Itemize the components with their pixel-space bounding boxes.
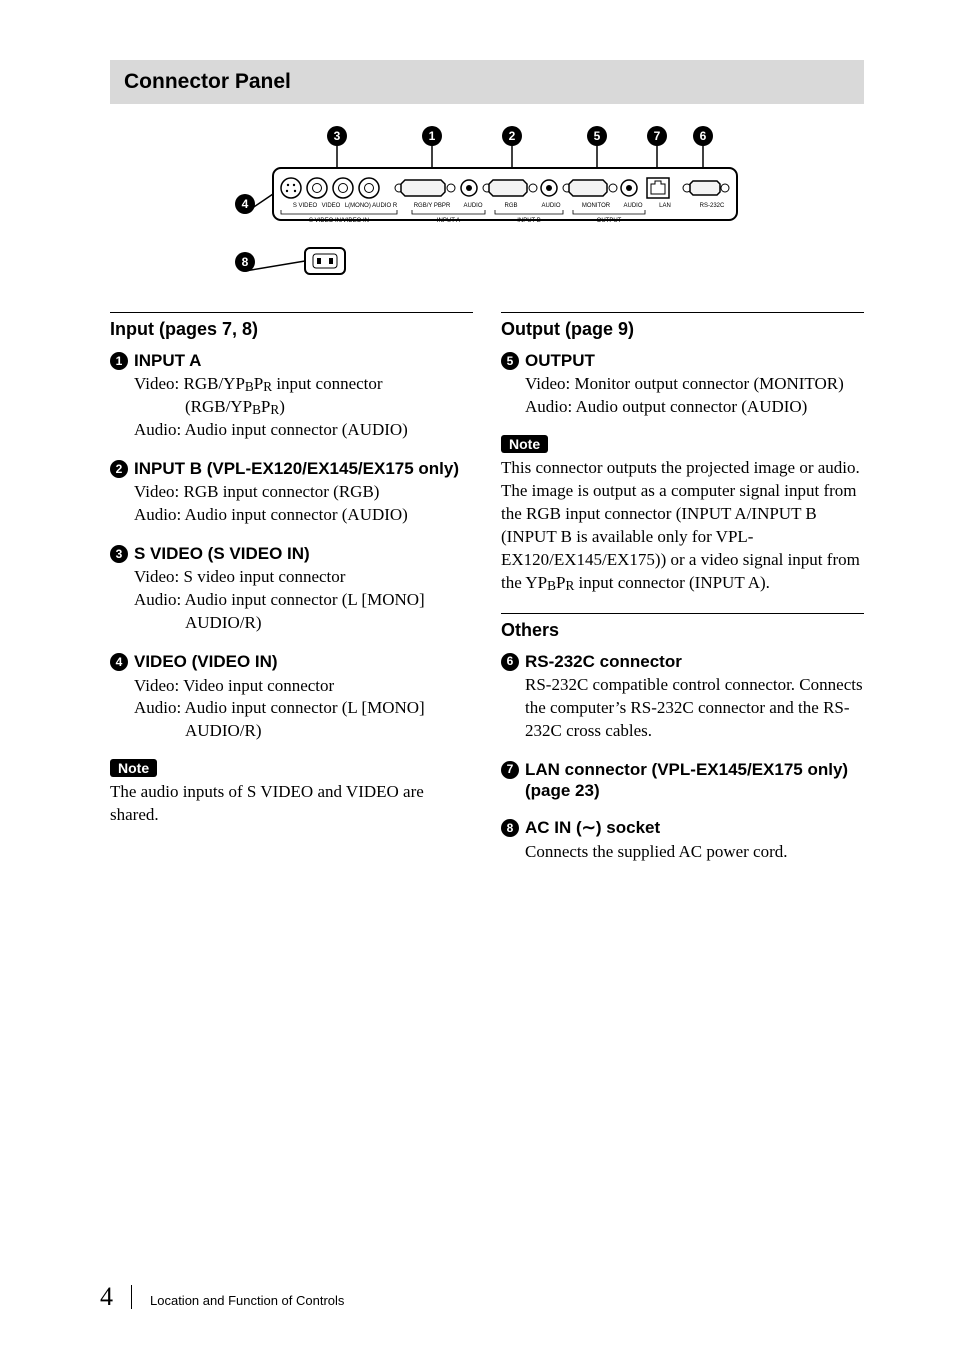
port-label: LAN [659,203,671,209]
others-item: 7 LAN connector (VPL-EX145/EX175 only) (p… [501,759,864,802]
port-audio-r [359,178,379,198]
group-label: INPUT A [437,218,460,224]
input-item: 1 INPUT AVideo: RGB/YPBPR input connector… [110,350,473,442]
audio-line: Audio: Audio input connector (L [MONO] A… [134,589,473,635]
callout-number: 8 [242,255,249,269]
input-items: 1 INPUT AVideo: RGB/YPBPR input connector… [110,350,473,743]
item-body: Video: S video input connectorAudio: Aud… [110,566,473,635]
input-item: 4 VIDEO (VIDEO IN) Video: Video input conn… [110,651,473,743]
input-item: 3 S VIDEO (S VIDEO IN)Video: S video inpu… [110,543,473,635]
item-title: AC IN (∼) socket [525,817,660,838]
diagram-svg: S VIDEO VIDEO L(MONO) AUDIO R RGB/Y PBPR AUD… [207,122,767,282]
input-item: 2 INPUT B (VPL-EX120/EX145/EX175 only)Vid… [110,458,473,527]
port-audio-l [333,178,353,198]
callout-number: 7 [654,129,661,143]
callout-number: 5 [594,129,601,143]
output-item: 5 OUTPUT Video: Monitor output connector… [501,350,864,419]
audio-line: Audio: Audio input connector (AUDIO) [134,504,473,527]
port-label: S VIDEO [293,203,318,209]
callout-number: 6 [700,129,707,143]
item-number: 6 [501,653,519,671]
port-label: RGB [504,203,517,209]
right-column: Output (page 9) 5 OUTPUT Video: Monitor … [501,312,864,880]
item-title: INPUT B (VPL-EX120/EX145/EX175 only) [134,458,459,479]
item-number: 4 [110,653,128,671]
diagram-port-labels: S VIDEO VIDEO L(MONO) AUDIO R RGB/Y PBPR AUD… [293,203,725,209]
callout-number: 1 [429,129,436,143]
item-number: 2 [110,460,128,478]
video-line: Video: RGB/YPBPR input connector (RGB/YP… [134,373,473,419]
connector-diagram: S VIDEO VIDEO L(MONO) AUDIO R RGB/Y PBPR AUD… [110,122,864,282]
audio-line: Audio: Audio input connector (L [MONO] A… [134,697,473,743]
callout-number: 3 [334,129,341,143]
item-body: Video: RGB input connector (RGB)Audio: A… [110,481,473,527]
others-items: 6 RS-232C connectorRS-232C compatible con… [501,651,864,864]
page-footer: 4 Location and Function of Controls [100,1282,344,1312]
output-audio-line: Audio: Audio output connector (AUDIO) [525,396,864,419]
others-group-title: Others [501,613,864,641]
video-line: Video: RGB input connector (RGB) [134,481,473,504]
item-number-5: 5 [501,352,519,370]
port-input-b-audio [541,180,557,196]
item-title-5: OUTPUT [525,350,595,371]
section-header: Connector Panel [110,60,864,104]
note-block-right: Note This connector outputs the projecte… [501,435,864,595]
item-number: 1 [110,352,128,370]
port-lan [647,178,669,198]
item-title: INPUT A [134,350,201,371]
note-label: Note [110,759,157,777]
item-title: RS-232C connector [525,651,682,672]
video-line: Video: Video input connector [134,675,473,698]
port-label: AUDIO [623,203,642,209]
item-number: 7 [501,761,519,779]
port-video-rca [307,178,327,198]
port-label: VIDEO [322,203,341,209]
others-item: 6 RS-232C connectorRS-232C compatible con… [501,651,864,743]
output-video-line: Video: Monitor output connector (MONITOR… [525,373,864,396]
port-output-audio [621,180,637,196]
group-label: S VIDEO IN/VIDEO IN [309,218,369,224]
item-title: VIDEO (VIDEO IN) [134,651,278,672]
port-label: RS-232C [700,203,725,209]
port-svideo [281,178,301,198]
note-text: The audio inputs of S VIDEO and VIDEO ar… [110,781,473,827]
note-label: Note [501,435,548,453]
video-line: Video: S video input connector [134,566,473,589]
page-number: 4 [100,1282,113,1312]
group-label: INPUT B [517,218,541,224]
port-input-a-audio [461,180,477,196]
item-number: 3 [110,545,128,563]
audio-line: Audio: Audio input connector (AUDIO) [134,419,473,442]
group-label: OUTPUT [597,218,622,224]
item-body: Video: RGB/YPBPR input connector (RGB/YP… [110,373,473,442]
note-text: This connector outputs the projected ima… [501,457,864,595]
item-body: RS-232C compatible control connector. Co… [501,674,864,743]
output-group-title: Output (page 9) [501,312,864,340]
input-group-title: Input (pages 7, 8) [110,312,473,340]
content-columns: Input (pages 7, 8) 1 INPUT AVideo: RGB/YP… [110,312,864,880]
item-body: Video: Video input connectorAudio: Audio… [110,675,473,744]
port-label: AUDIO [541,203,560,209]
note-block-left: Note The audio inputs of S VIDEO and VID… [110,759,473,827]
item-title: S VIDEO (S VIDEO IN) [134,543,310,564]
callout-number: 4 [242,197,249,211]
ac-in-socket [305,248,345,274]
port-label: RGB/Y PBPR [414,203,451,209]
footer-text: Location and Function of Controls [150,1293,344,1308]
item-body: Connects the supplied AC power cord. [501,841,864,864]
footer-separator [131,1285,132,1309]
others-item: 8 AC IN (∼) socket Connects the supplied A… [501,817,864,863]
item-number: 8 [501,819,519,837]
item-title: LAN connector (VPL-EX145/EX175 only) (pa… [525,759,864,802]
port-label: MONITOR [582,203,611,209]
port-label: L(MONO) AUDIO R [345,203,398,209]
left-column: Input (pages 7, 8) 1 INPUT AVideo: RGB/YP… [110,312,473,880]
port-label: AUDIO [463,203,482,209]
callout-number: 2 [509,129,516,143]
